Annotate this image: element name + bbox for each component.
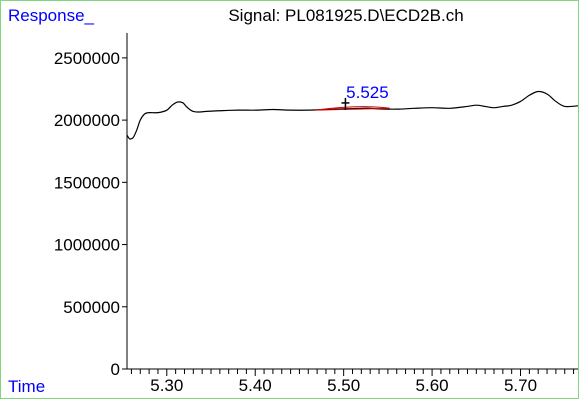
- y-axis-label: Response_: [8, 6, 95, 25]
- y-tick-label-4: 2000000: [54, 111, 120, 130]
- peak-annotation-group: 5.525: [315, 83, 390, 111]
- x-tick-label-0: 5.30: [150, 376, 183, 395]
- y-tick-label-3: 1500000: [54, 173, 120, 192]
- x-tick-label-3: 5.60: [416, 376, 449, 395]
- y-tick-label-5: 2500000: [54, 49, 120, 68]
- y-tick-label-2: 1000000: [54, 236, 120, 255]
- peak-label: 5.525: [346, 83, 389, 102]
- x-axis-label: Time: [8, 377, 45, 396]
- y-tick-label-1: 500000: [63, 298, 120, 317]
- peak-baseline: [315, 107, 390, 111]
- x-tick-label-4: 5.70: [504, 376, 537, 395]
- x-tick-label-2: 5.50: [327, 376, 360, 395]
- y-tick-label-0: 0: [111, 360, 120, 379]
- x-tick-label-1: 5.40: [239, 376, 272, 395]
- tick-marks: [122, 57, 575, 376]
- chart-title: Signal: PL081925.D\ECD2B.ch: [228, 6, 463, 25]
- peak-area-outline: [315, 106, 390, 111]
- y-tick-labels: 0 500000 1000000 1500000 2000000 2500000: [54, 49, 120, 379]
- x-tick-labels: 5.30 5.40 5.50 5.60 5.70: [150, 376, 537, 395]
